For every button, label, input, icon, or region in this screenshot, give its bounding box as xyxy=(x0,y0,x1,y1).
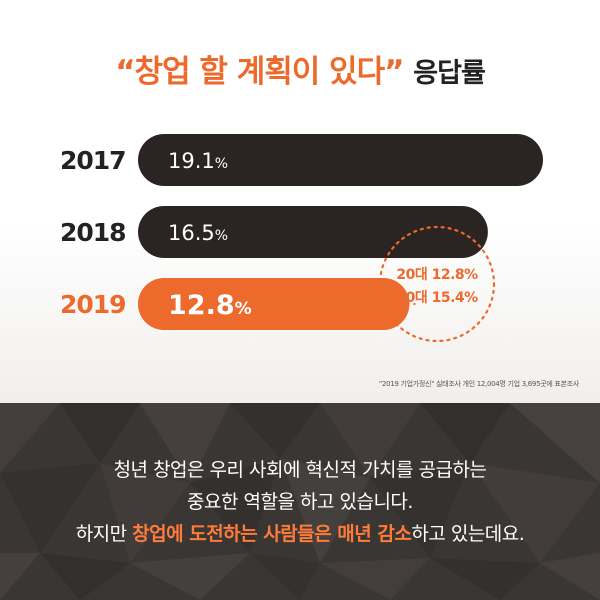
message-line-2: 중요한 역할을 하고 있습니다. xyxy=(187,491,413,513)
year-label-2019: 2019 xyxy=(60,290,126,319)
message-highlight: 창업에 도전하는 사람들은 매년 감소 xyxy=(132,523,412,545)
bar-value-label-2018: 16.5% xyxy=(168,221,228,245)
message-line-3-prefix: 하지만 xyxy=(75,523,133,545)
year-label-2018: 2018 xyxy=(60,218,126,247)
callout-line-2: 30대 15.4% xyxy=(396,290,478,306)
chart-panel xyxy=(0,0,600,403)
bar-value-label-2019: 12.8% xyxy=(168,290,252,321)
message-panel: 청년 창업은 우리 사회에 혁신적 가치를 공급하는 중요한 역할을 하고 있습… xyxy=(0,403,600,600)
bar-2017 xyxy=(138,134,543,186)
title-suffix: 응답률 xyxy=(413,58,486,89)
message-line-1: 청년 창업은 우리 사회에 혁신적 가치를 공급하는 xyxy=(113,459,487,481)
message-line-3-suffix: 하고 있는데요. xyxy=(411,523,525,545)
callout-bubble xyxy=(378,225,496,343)
bar-chart: 2017 19.1% 2018 16.5% 2019 12.8% 20대 12.8% 30대 … xyxy=(60,134,580,388)
year-label-2017: 2017 xyxy=(60,146,126,175)
source-note: "2019 기업가정신" 실태조사 개인 12,004명 기업 3,695곳에 … xyxy=(379,379,580,388)
chart-title: “창업 할 계획이 있다” 응답률 xyxy=(0,46,600,91)
triangle-pattern-background xyxy=(0,403,600,600)
bar-2018 xyxy=(138,206,488,258)
title-quote: “창업 할 계획이 있다” xyxy=(115,54,404,90)
callout-line-1: 20대 12.8% xyxy=(396,267,478,283)
bar-2019 xyxy=(138,278,410,330)
message-line-3: 하지만 창업에 도전하는 사람들은 매년 감소하고 있는데요. xyxy=(0,519,600,546)
bar-value-label-2017: 19.1% xyxy=(168,149,228,173)
